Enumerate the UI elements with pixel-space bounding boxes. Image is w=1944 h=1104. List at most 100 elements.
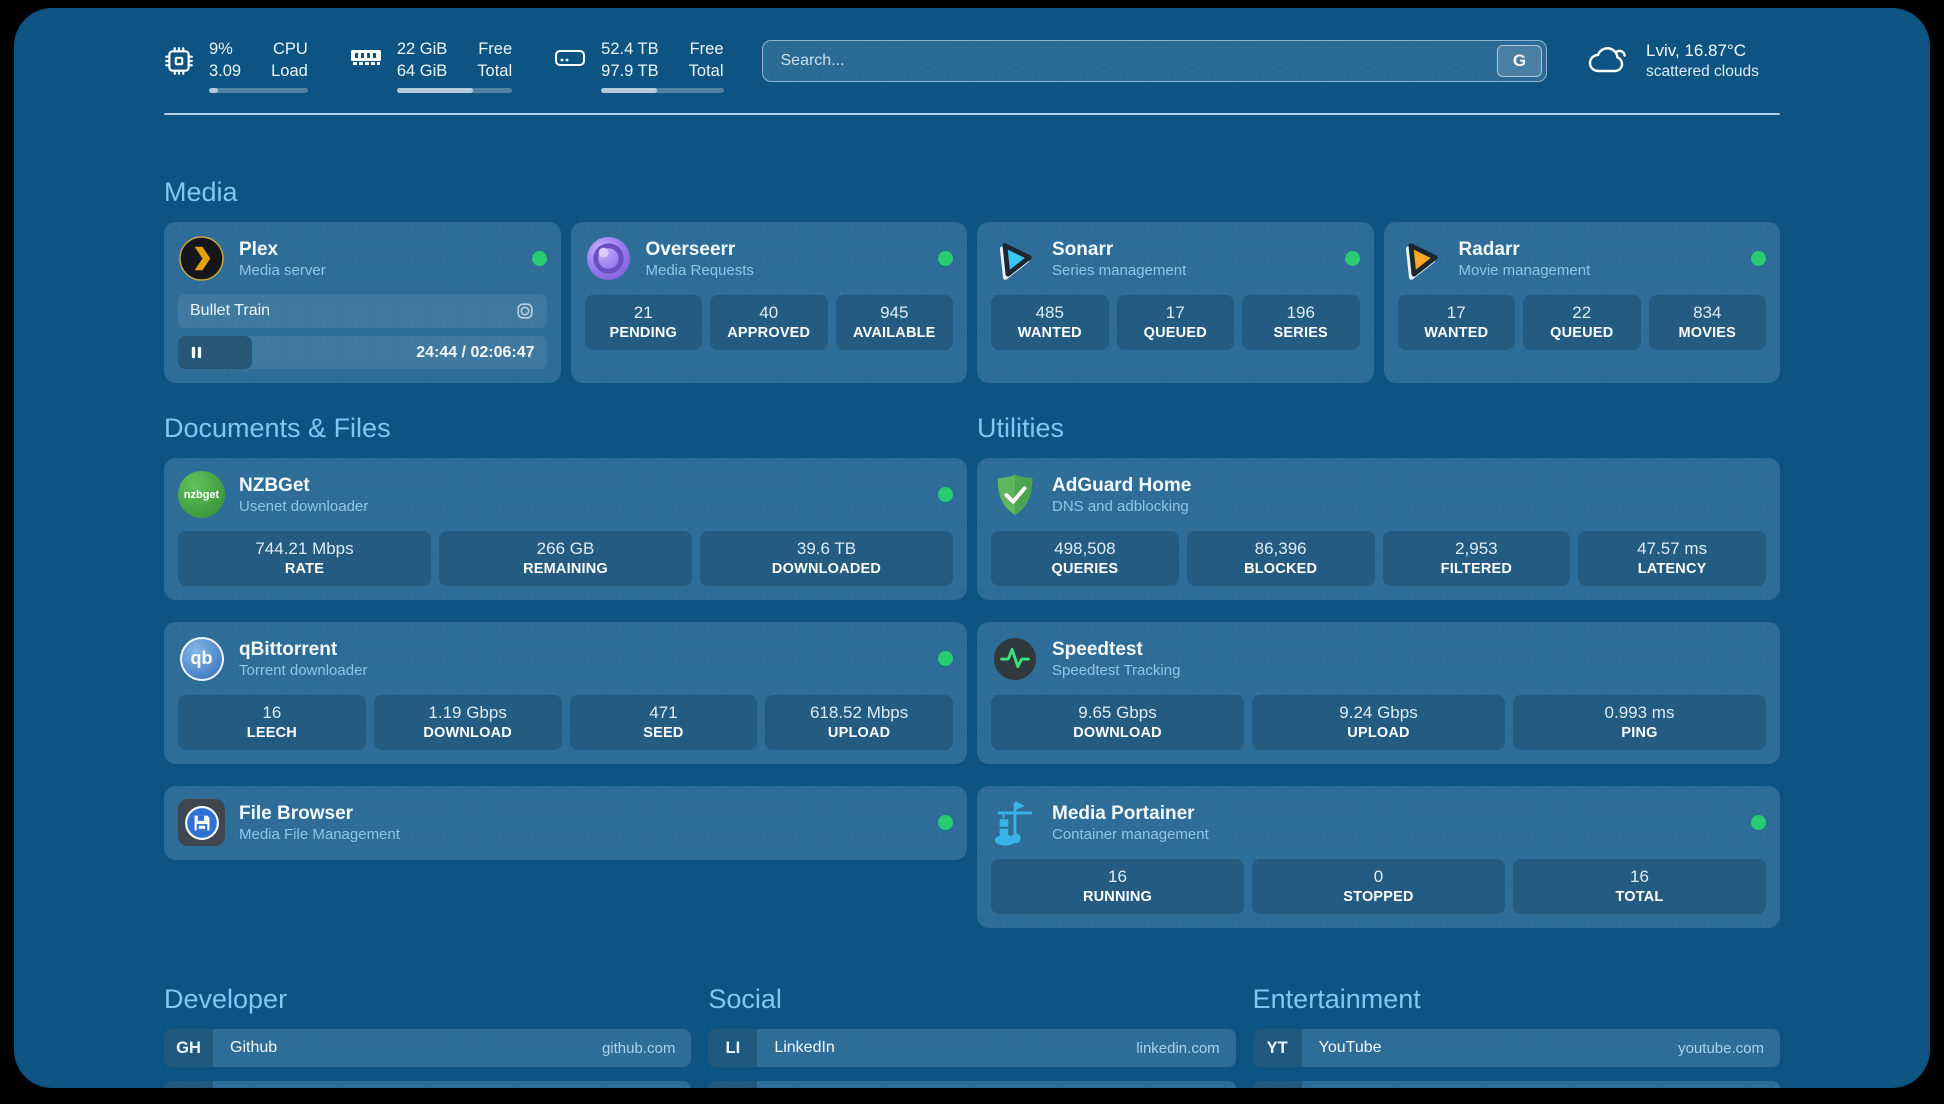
- stat-value: 196: [1286, 303, 1315, 323]
- sonarr-card[interactable]: Sonarr Series management 485 WANTED 17 Q…: [977, 222, 1374, 384]
- bookmark-name: StackOverflow: [213, 1081, 333, 1088]
- stat-box: 86,396 BLOCKED: [1186, 531, 1375, 587]
- pause-icon[interactable]: [190, 346, 203, 359]
- playback-progress-fill: [178, 336, 252, 370]
- speedtest-title: Speedtest: [1052, 638, 1143, 660]
- bookmark-stackoverflow[interactable]: SO StackOverflow stackoverflow.com: [164, 1081, 692, 1088]
- speedtest-icon: [991, 635, 1038, 682]
- plex-status-dot: [531, 251, 547, 267]
- nzbget-card[interactable]: nzbget NZBGet Usenet downloader 744.21 M…: [164, 458, 967, 601]
- bookmark-netflix[interactable]: NF Netflix netflix.com: [1252, 1081, 1780, 1088]
- bookmark-github[interactable]: GH Github github.com: [164, 1029, 692, 1068]
- stat-label: PING: [1621, 725, 1658, 742]
- filebrowser-subtitle: Media File Management: [239, 825, 400, 843]
- overseerr-card[interactable]: Overseerr Media Requests 21 PENDING 40 A…: [570, 222, 967, 384]
- cpu-load-label: Load: [271, 62, 308, 81]
- adguard-card[interactable]: AdGuard Home DNS and adblocking 498,508 …: [977, 458, 1780, 601]
- sonarr-icon: [991, 235, 1038, 282]
- stat-value: 0.993 ms: [1604, 703, 1675, 723]
- stat-label: SERIES: [1273, 325, 1328, 342]
- bookmark-abbr: YT: [1252, 1029, 1302, 1068]
- cpu-icon: [164, 46, 194, 93]
- plex-card[interactable]: Plex Media server Bullet Train: [164, 222, 561, 384]
- bookmark-abbr: SO: [164, 1081, 213, 1088]
- cpu-usage-value: 9%: [209, 40, 233, 58]
- qbittorrent-title: qBittorrent: [239, 638, 338, 660]
- cpu-load-value: 3.09: [209, 62, 242, 81]
- overseerr-title: Overseerr: [645, 238, 736, 260]
- media-section-title: Media: [164, 177, 238, 208]
- speedtest-card[interactable]: Speedtest Speedtest Tracking 9.65 Gbps D…: [977, 622, 1780, 765]
- stat-value: 47.57 ms: [1637, 539, 1708, 559]
- bookmark-twitter[interactable]: TW Twitter twitter.com: [708, 1081, 1236, 1088]
- qbittorrent-card[interactable]: qb qBittorrent Torrent downloader 16 LEE…: [164, 622, 967, 765]
- overseerr-subtitle: Media Requests: [645, 261, 754, 279]
- plex-subtitle: Media server: [239, 261, 326, 279]
- stat-box: 47.57 ms LATENCY: [1578, 531, 1766, 587]
- nzbget-subtitle: Usenet downloader: [239, 497, 369, 515]
- stat-box: 485 WANTED: [991, 295, 1109, 351]
- stat-box: 21 PENDING: [584, 295, 702, 351]
- stat-value: 834: [1693, 303, 1722, 323]
- stat-label: UPLOAD: [1347, 725, 1410, 742]
- stat-box: 945 AVAILABLE: [835, 295, 953, 351]
- memory-stat: 22 GiB 64 GiB Free Total: [350, 38, 513, 94]
- search-bar: G: [761, 40, 1547, 82]
- bookmark-abbr: TW: [708, 1081, 758, 1088]
- stat-label: MOVIES: [1678, 325, 1737, 342]
- stat-label: FILTERED: [1440, 561, 1513, 578]
- disk-total-label: Total: [688, 62, 724, 81]
- stat-value: 498,508: [1054, 539, 1116, 559]
- stat-box: 17 WANTED: [1397, 295, 1515, 351]
- memory-free-value: 22 GiB: [396, 40, 448, 58]
- stat-value: 17: [1446, 303, 1466, 323]
- stat-label: APPROVED: [727, 325, 811, 342]
- stat-label: REMAINING: [523, 561, 608, 578]
- adguard-title: AdGuard Home: [1052, 474, 1192, 496]
- disk-total-value: 97.9 TB: [601, 62, 659, 81]
- radarr-subtitle: Movie management: [1458, 261, 1591, 279]
- entertainment-section-title: Entertainment: [1252, 984, 1421, 1015]
- stat-value: 2,953: [1455, 539, 1498, 559]
- stat-label: DOWNLOAD: [423, 725, 512, 742]
- bookmark-youtube[interactable]: YT YouTube youtube.com: [1252, 1029, 1780, 1068]
- search-input[interactable]: [761, 40, 1547, 82]
- stat-value: 945: [880, 303, 909, 323]
- memory-free-label: Free: [478, 40, 513, 58]
- stat-value: 9.65 Gbps: [1078, 703, 1157, 723]
- stat-label: STOPPED: [1343, 889, 1414, 906]
- filebrowser-card[interactable]: File Browser Media File Management: [164, 786, 967, 861]
- bookmark-name: LinkedIn: [774, 1039, 835, 1057]
- stat-value: 744.21 Mbps: [255, 539, 354, 559]
- playback-progress-bar[interactable]: 24:44 / 02:06:47: [178, 336, 547, 370]
- stat-label: WANTED: [1424, 325, 1489, 342]
- portainer-status-dot: [1751, 815, 1766, 831]
- weather-condition: scattered clouds: [1646, 63, 1759, 81]
- bookmark-linkedin[interactable]: LI LinkedIn linkedin.com: [708, 1029, 1236, 1068]
- stat-value: 17: [1165, 303, 1185, 323]
- radarr-card[interactable]: Radarr Movie management 17 WANTED 22 QUE…: [1383, 222, 1780, 384]
- radarr-icon: [1398, 235, 1445, 282]
- stat-label: LATENCY: [1637, 561, 1707, 578]
- bookmark-name: YouTube: [1318, 1039, 1382, 1057]
- filebrowser-icon: [178, 799, 225, 847]
- portainer-card[interactable]: Media Portainer Container management 16 …: [977, 786, 1780, 929]
- stat-label: QUEUED: [1143, 325, 1207, 342]
- now-playing-title: Bullet Train: [190, 302, 271, 320]
- stat-value: 16: [1630, 867, 1649, 887]
- documents-section: Documents & Files nzbget NZBGet Usenet d…: [164, 413, 967, 861]
- nzbget-icon: nzbget: [178, 471, 225, 519]
- stat-label: QUERIES: [1051, 561, 1119, 578]
- bookmark-abbr: GH: [164, 1029, 213, 1068]
- stat-label: QUEUED: [1550, 325, 1614, 342]
- media-settings-icon[interactable]: [515, 301, 535, 321]
- portainer-subtitle: Container management: [1052, 825, 1209, 843]
- portainer-icon: [991, 799, 1038, 846]
- entertainment-section: Entertainment YT YouTube youtube.com NF …: [1252, 984, 1780, 1088]
- disk-progress-bar: [601, 88, 724, 94]
- bookmark-url: twitter.com: [1148, 1081, 1236, 1088]
- bookmark-url: youtube.com: [1678, 1039, 1764, 1057]
- stat-box: 471 SEED: [569, 695, 758, 751]
- stat-box: 618.52 Mbps UPLOAD: [765, 695, 953, 751]
- search-engine-button[interactable]: G: [1497, 45, 1542, 77]
